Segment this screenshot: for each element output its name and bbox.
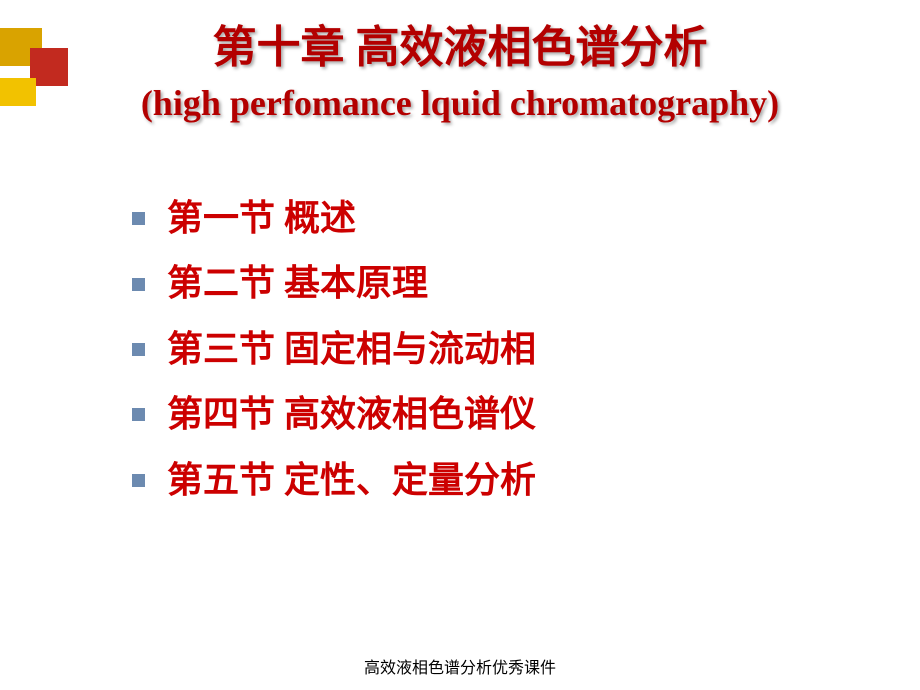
section-list: 第一节 概述 第二节 基本原理 第三节 固定相与流动相 第四节 高效液相色谱仪 … [132,198,536,525]
title-chinese: 第十章 高效液相色谱分析 [0,20,920,75]
list-item: 第五节 定性、定量分析 [132,460,536,501]
list-item-label: 第五节 定性、定量分析 [167,460,536,501]
list-item-label: 第一节 概述 [167,198,356,239]
list-item: 第三节 固定相与流动相 [132,329,536,370]
list-item: 第四节 高效液相色谱仪 [132,394,536,435]
bullet-icon [132,474,145,487]
bullet-icon [132,343,145,356]
list-item-label: 第二节 基本原理 [167,263,428,304]
bullet-icon [132,408,145,421]
bullet-icon [132,278,145,291]
list-item-label: 第四节 高效液相色谱仪 [167,394,536,435]
slide-title: 第十章 高效液相色谱分析 (high perfomance lquid chro… [0,20,920,128]
list-item: 第二节 基本原理 [132,263,536,304]
slide-footer: 高效液相色谱分析优秀课件 [0,654,920,678]
title-english: (high perfomance lquid chromatography) [0,79,920,128]
bullet-icon [132,212,145,225]
list-item: 第一节 概述 [132,198,536,239]
list-item-label: 第三节 固定相与流动相 [167,329,536,370]
